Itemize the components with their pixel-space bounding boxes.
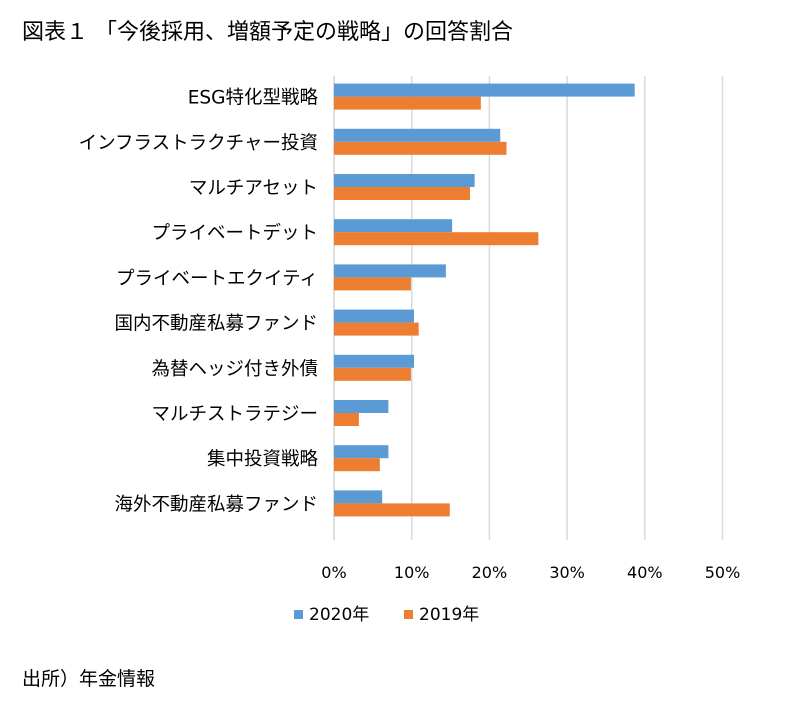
bar-series-1 bbox=[334, 128, 501, 142]
x-tick-label: 0% bbox=[321, 563, 346, 582]
bar-series-1 bbox=[334, 264, 446, 278]
bar-series-1 bbox=[334, 219, 453, 233]
bar-series-2 bbox=[334, 232, 539, 246]
category-label: 集中投資戦略 bbox=[207, 449, 319, 470]
category-label: インフラストラクチャー投資 bbox=[79, 133, 318, 154]
bar-series-2 bbox=[334, 187, 470, 200]
category-label: 国内不動産私募ファンド bbox=[114, 314, 318, 335]
category-label: プライベートエクイティ bbox=[116, 268, 318, 289]
legend-label: 2020年 bbox=[309, 605, 369, 625]
legend-label: 2019年 bbox=[419, 605, 479, 625]
page-title: 図表１ 「今後採用、増額予定の戦略」の回答割合 bbox=[22, 20, 513, 45]
bar-series-2 bbox=[334, 322, 419, 336]
category-label: 為替ヘッジ付き外債 bbox=[151, 359, 318, 380]
x-tick-labels: 0% 10% 20% 30% 40% 50% bbox=[321, 563, 740, 582]
category-label: 海外不動産私募ファンド bbox=[114, 494, 318, 515]
x-tick-label: 20% bbox=[472, 563, 508, 582]
bar-series-1 bbox=[334, 445, 389, 459]
bar-series-2 bbox=[334, 503, 450, 517]
category-labels: ESG特化型戦略インフラストラクチャー投資マルチアセットプライベートデットプライ… bbox=[79, 88, 319, 516]
bar-series-1 bbox=[334, 83, 635, 97]
bar-series-2 bbox=[334, 141, 507, 155]
category-label: プライベートデット bbox=[151, 223, 318, 244]
source-note: 出所）年金情報 bbox=[22, 668, 156, 690]
bar-series-1 bbox=[334, 354, 415, 368]
x-tick-label: 40% bbox=[627, 563, 663, 582]
bar-series-2 bbox=[334, 277, 411, 291]
bar-series-2 bbox=[334, 367, 411, 381]
x-tick-label: 50% bbox=[705, 563, 741, 582]
bar-series-2 bbox=[334, 96, 481, 110]
bars bbox=[334, 83, 635, 517]
bar-series-1 bbox=[334, 174, 475, 187]
legend-swatch bbox=[404, 610, 413, 619]
legend: 2020年 2019年 bbox=[294, 605, 479, 625]
bar-series-2 bbox=[334, 413, 359, 426]
x-tick-label: 30% bbox=[549, 563, 585, 582]
legend-swatch bbox=[294, 610, 303, 619]
bar-series-1 bbox=[334, 309, 415, 323]
category-label: マルチストラテジー bbox=[151, 404, 318, 425]
category-label: ESG特化型戦略 bbox=[188, 88, 319, 109]
category-label: マルチアセット bbox=[189, 178, 318, 199]
bar-series-2 bbox=[334, 458, 380, 472]
bar-series-1 bbox=[334, 400, 389, 413]
bar-series-1 bbox=[334, 490, 383, 504]
x-tick-label: 10% bbox=[394, 563, 430, 582]
